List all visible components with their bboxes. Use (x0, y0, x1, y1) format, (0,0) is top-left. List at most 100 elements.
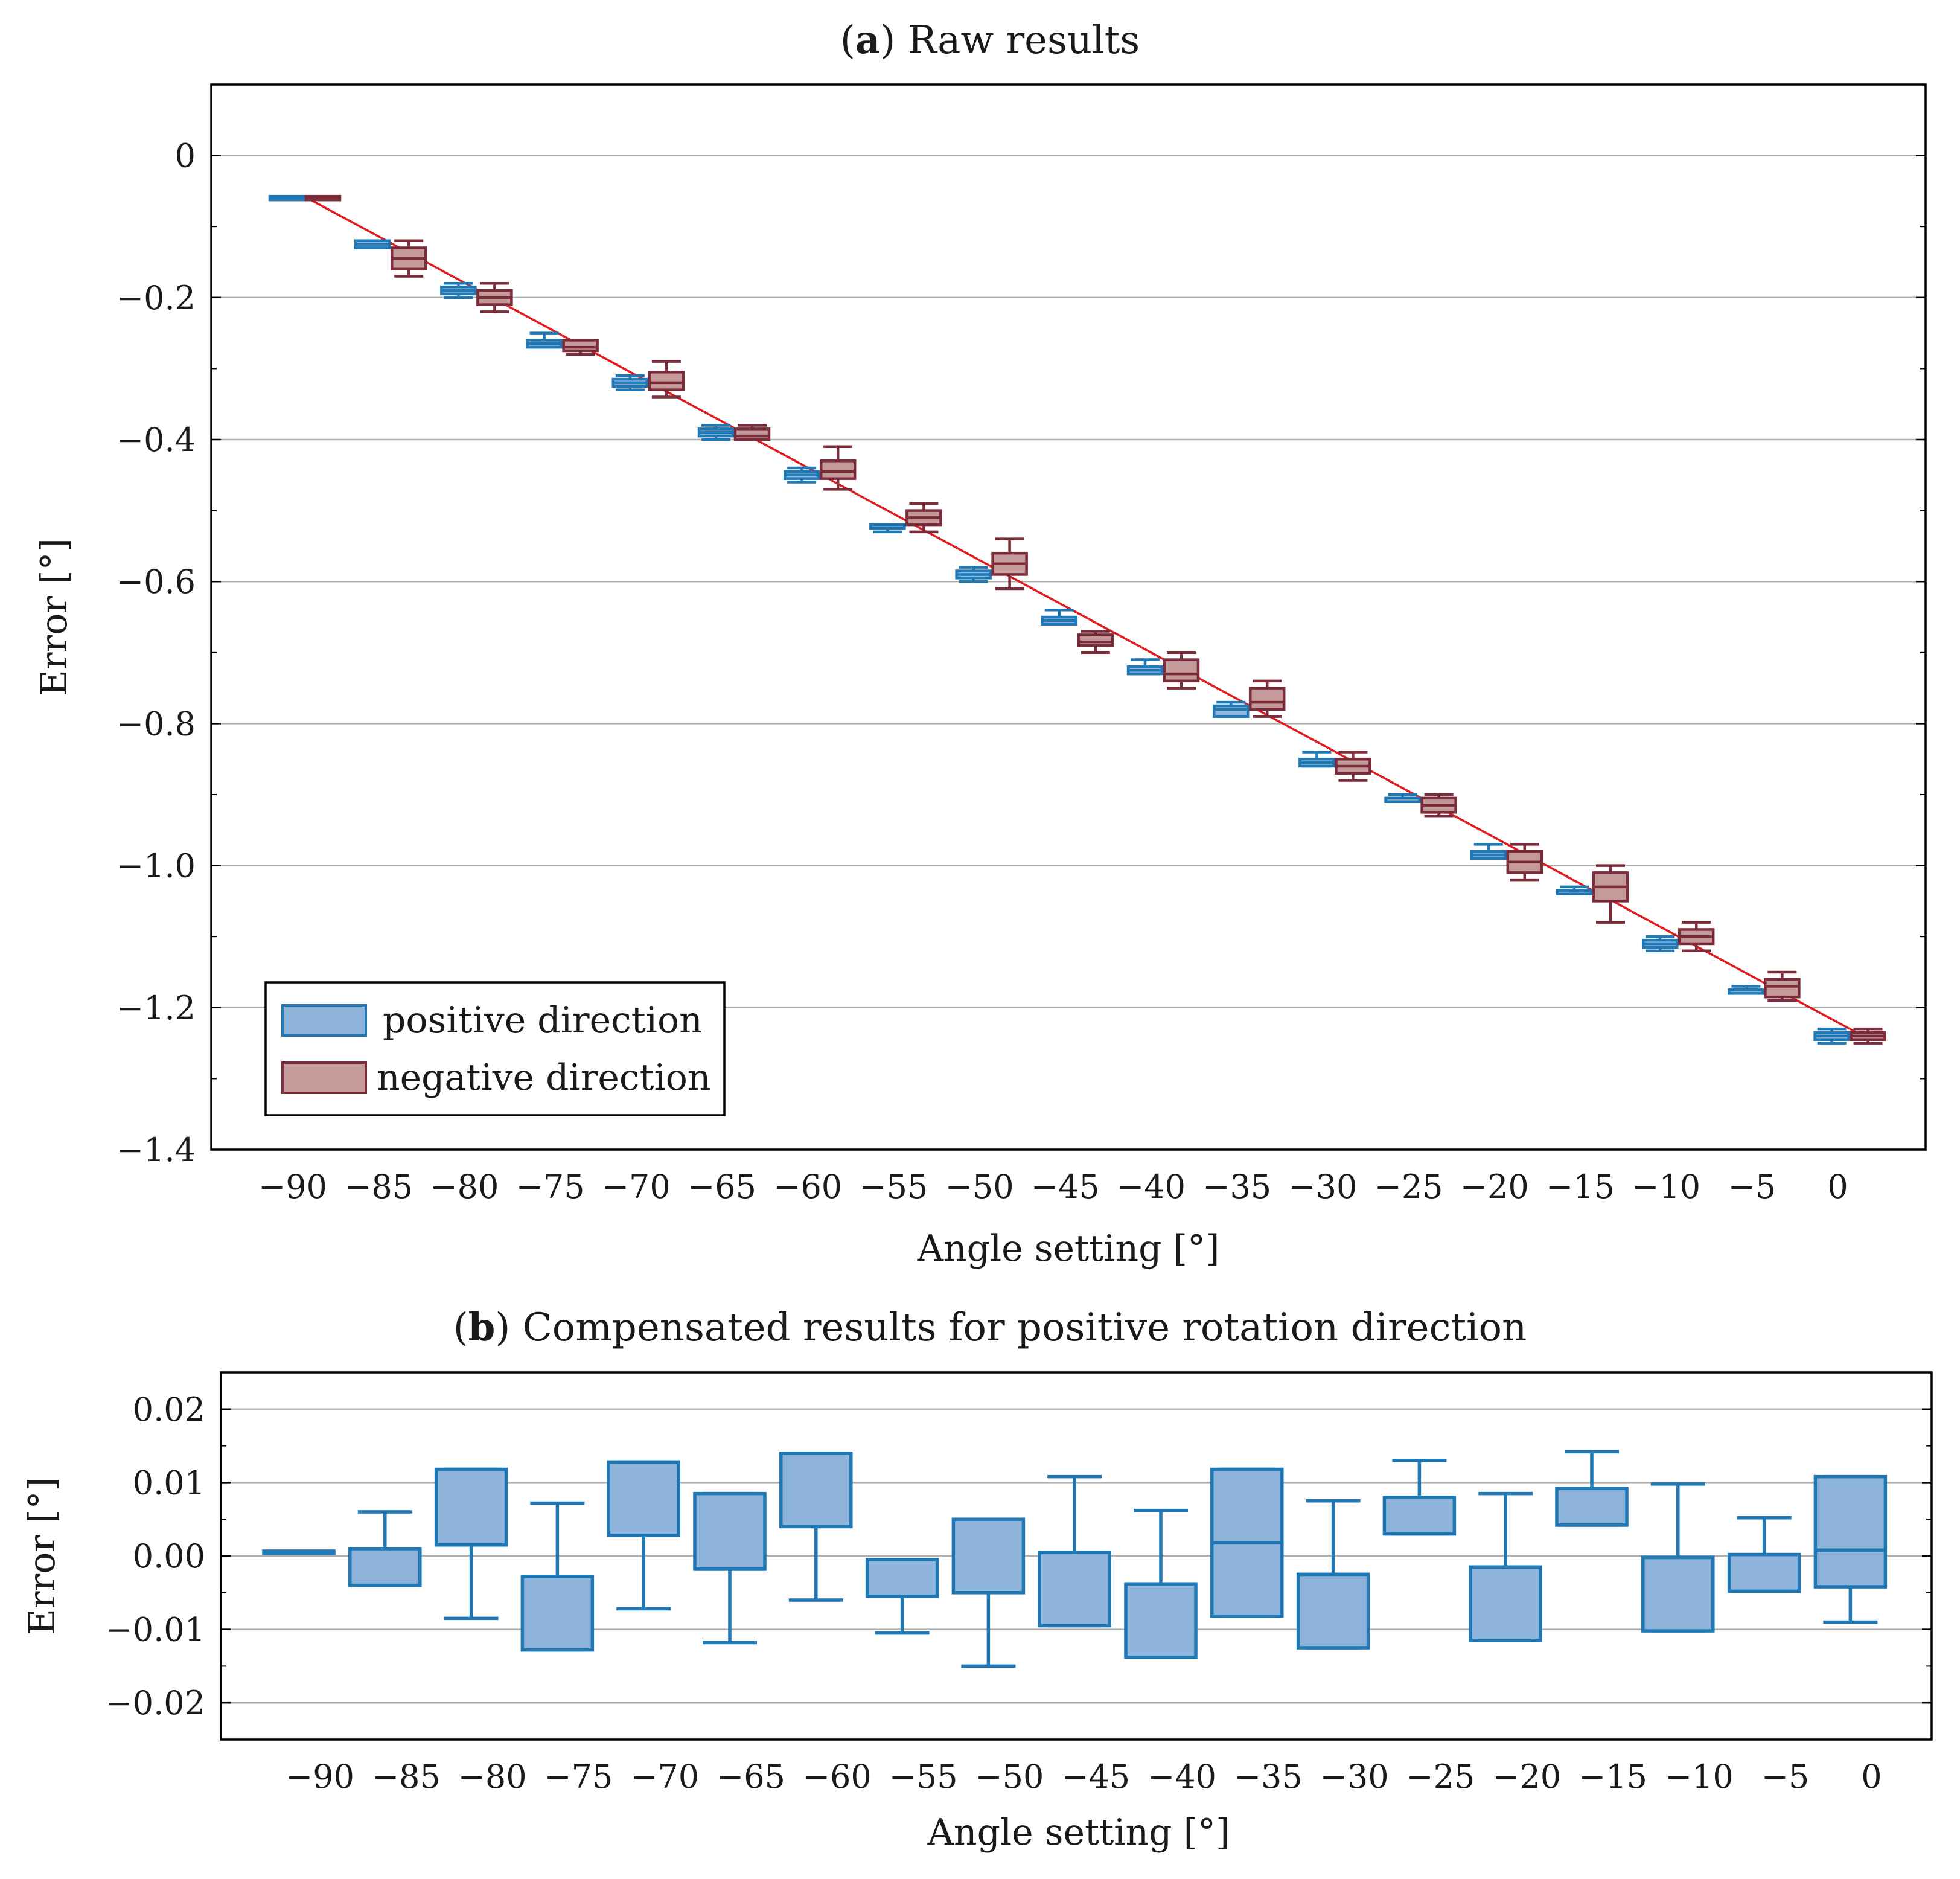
box-negative (1420, 793, 1457, 818)
box-positive (611, 374, 649, 391)
fit-line (307, 197, 1871, 1041)
box-negative (1764, 970, 1801, 1002)
box-positive (1382, 1459, 1457, 1536)
x-tick-label: 0 (1861, 1758, 1882, 1796)
legend-swatch-positive (281, 1004, 367, 1037)
panel-b-y-ticks: 0.02 0.01 0.00 −0.01 −0.02 (106, 1391, 1932, 1722)
x-tick-label: −35 (1234, 1758, 1303, 1796)
box-iqr (951, 1517, 1026, 1595)
x-tick-label: −90 (258, 1168, 327, 1206)
x-tick-label: −55 (859, 1168, 928, 1206)
box-positive (697, 424, 735, 441)
x-tick-label: −65 (688, 1168, 756, 1206)
box-positive (268, 194, 305, 202)
box-negative (390, 239, 427, 278)
box-iqr (1248, 687, 1286, 711)
legend-swatch-negative (281, 1061, 367, 1094)
y-tick-label: −0.01 (106, 1611, 205, 1649)
panel-b-y-axis-label: Error [°] (21, 1477, 63, 1635)
x-tick-label: −10 (1665, 1758, 1734, 1796)
box-positive (779, 1452, 853, 1602)
box-negative (476, 282, 513, 313)
box-positive (1813, 1474, 1888, 1624)
box-iqr (520, 1575, 595, 1652)
box-iqr (733, 427, 771, 441)
panel-b-title-letter: b (468, 1305, 496, 1350)
box-positive (1470, 843, 1507, 860)
panel-b-x-axis-label: Angle setting [°] (927, 1811, 1230, 1854)
x-tick-label: −90 (286, 1758, 354, 1796)
box-negative (733, 424, 771, 441)
x-tick-label: −85 (344, 1168, 413, 1206)
panel-a-raw-results: (a) Raw results 0 −0.2 −0.4 −0.6 −0.8 −1.0 −1.… (33, 18, 1927, 1270)
box-positive (1210, 1467, 1284, 1618)
box-positive (1298, 751, 1335, 768)
box-positive (1038, 1474, 1111, 1628)
box-positive (262, 1549, 336, 1555)
x-tick-label: −25 (1406, 1758, 1475, 1796)
panel-a-y-axis-label: Error [°] (33, 538, 75, 696)
x-tick-label: −25 (1374, 1168, 1443, 1206)
x-tick-label: −65 (717, 1758, 785, 1796)
x-tick-label: −30 (1288, 1168, 1357, 1206)
box-iqr (1382, 1495, 1457, 1536)
y-tick-label: 0.02 (133, 1391, 205, 1429)
y-tick-label: −1.0 (117, 847, 196, 885)
box-iqr (693, 1491, 767, 1571)
box-iqr (779, 1452, 853, 1529)
box-positive (1126, 658, 1164, 676)
box-positive (693, 1491, 767, 1645)
box-iqr (1124, 1582, 1198, 1659)
box-negative (1077, 630, 1114, 655)
box-positive (607, 1460, 680, 1611)
x-tick-label: −20 (1492, 1758, 1561, 1796)
x-tick-label: −60 (803, 1758, 872, 1796)
y-tick-label: −0.02 (106, 1684, 205, 1722)
x-tick-label: −35 (1202, 1168, 1271, 1206)
box-iqr (348, 1547, 422, 1587)
box-positive (520, 1501, 595, 1652)
box-iqr (1296, 1572, 1370, 1650)
box-positive (951, 1517, 1026, 1668)
y-tick-label: −0.2 (117, 279, 196, 317)
panel-b-x-ticks: −90 −85 −80 −75 −70 −65 −60 −55 −50 −45 −40 −35 −30−… (286, 1758, 1882, 1796)
box-iqr (607, 1460, 680, 1537)
box-positive (869, 523, 906, 534)
box-negative (1592, 864, 1629, 924)
y-tick-label: 0.00 (133, 1537, 205, 1575)
y-tick-label: −1.2 (117, 989, 196, 1027)
legend: positive direction negative direction (264, 981, 726, 1116)
box-positive (354, 239, 391, 249)
box-iqr (1469, 1565, 1542, 1642)
box-positive (865, 1558, 939, 1635)
box-negative (1677, 921, 1715, 952)
box-negative (304, 194, 342, 202)
box-iqr (434, 1467, 508, 1547)
box-negative (1248, 679, 1286, 718)
x-tick-label: −55 (889, 1758, 958, 1796)
box-negative (562, 339, 599, 356)
x-tick-label: −30 (1320, 1758, 1389, 1796)
box-positive (526, 331, 563, 349)
panel-b-title-text: Compensated results for positive rotatio… (523, 1305, 1527, 1350)
box-iqr (1764, 978, 1801, 999)
x-tick-label: −15 (1579, 1758, 1647, 1796)
x-tick-label: −15 (1546, 1168, 1615, 1206)
box-positive (1212, 700, 1250, 718)
y-tick-label: 0 (175, 137, 196, 175)
x-tick-label: −75 (544, 1758, 613, 1796)
x-tick-label: −40 (1148, 1758, 1216, 1796)
box-positive (1124, 1508, 1198, 1659)
box-negative (648, 360, 685, 399)
x-tick-label: 0 (1827, 1168, 1848, 1206)
box-negative (819, 445, 857, 491)
box-negative (1335, 751, 1371, 782)
panel-a-fit-line (307, 197, 1871, 1041)
box-positive (1555, 1450, 1629, 1527)
box-iqr (819, 459, 857, 480)
box-positive (1813, 1027, 1850, 1045)
panel-a-boxes (268, 194, 1886, 1045)
box-positive (440, 282, 477, 299)
box-positive (1727, 1516, 1801, 1593)
